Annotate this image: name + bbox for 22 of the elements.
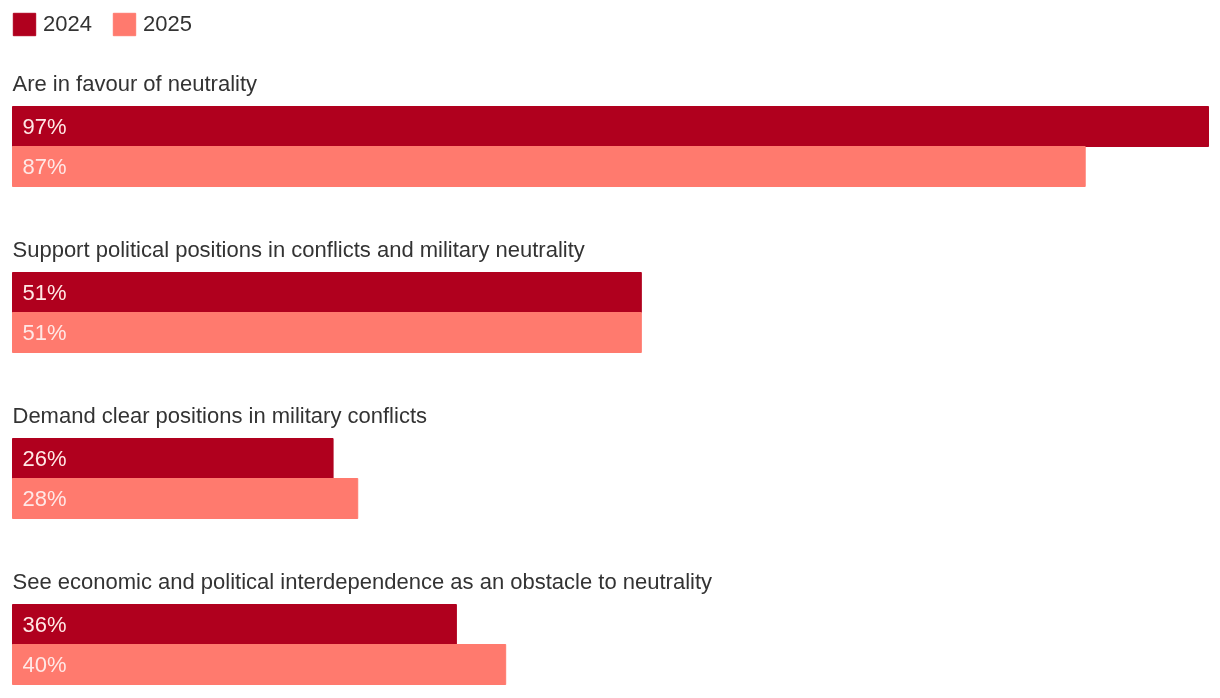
bar xyxy=(12,604,457,645)
legend-label: 2024 xyxy=(43,11,92,37)
legend-label: 2025 xyxy=(142,11,192,37)
data-label: 51% xyxy=(22,320,67,345)
data-label: 26% xyxy=(22,446,67,471)
bar xyxy=(12,438,334,479)
data-label: 28% xyxy=(22,486,67,511)
bar xyxy=(12,478,359,519)
data-label: 97% xyxy=(22,114,67,139)
data-label: 51% xyxy=(22,280,67,305)
bar xyxy=(12,106,1209,147)
bar xyxy=(12,146,1086,187)
data-label: 87% xyxy=(22,154,67,179)
y-tick-label: Demand clear positions in military conflicts xyxy=(12,403,427,428)
data-label: 36% xyxy=(22,612,67,637)
bar xyxy=(12,272,642,313)
y-tick-label: See economic and political interdependence as an obstacle to neutrality xyxy=(12,569,713,594)
y-tick-label: Support political positions in conflicts and military neutrality xyxy=(12,237,585,262)
y-tick-label: Are in favour of neutrality xyxy=(12,71,258,96)
bar xyxy=(12,312,642,353)
bar xyxy=(12,644,507,685)
data-label: 40% xyxy=(22,652,67,677)
